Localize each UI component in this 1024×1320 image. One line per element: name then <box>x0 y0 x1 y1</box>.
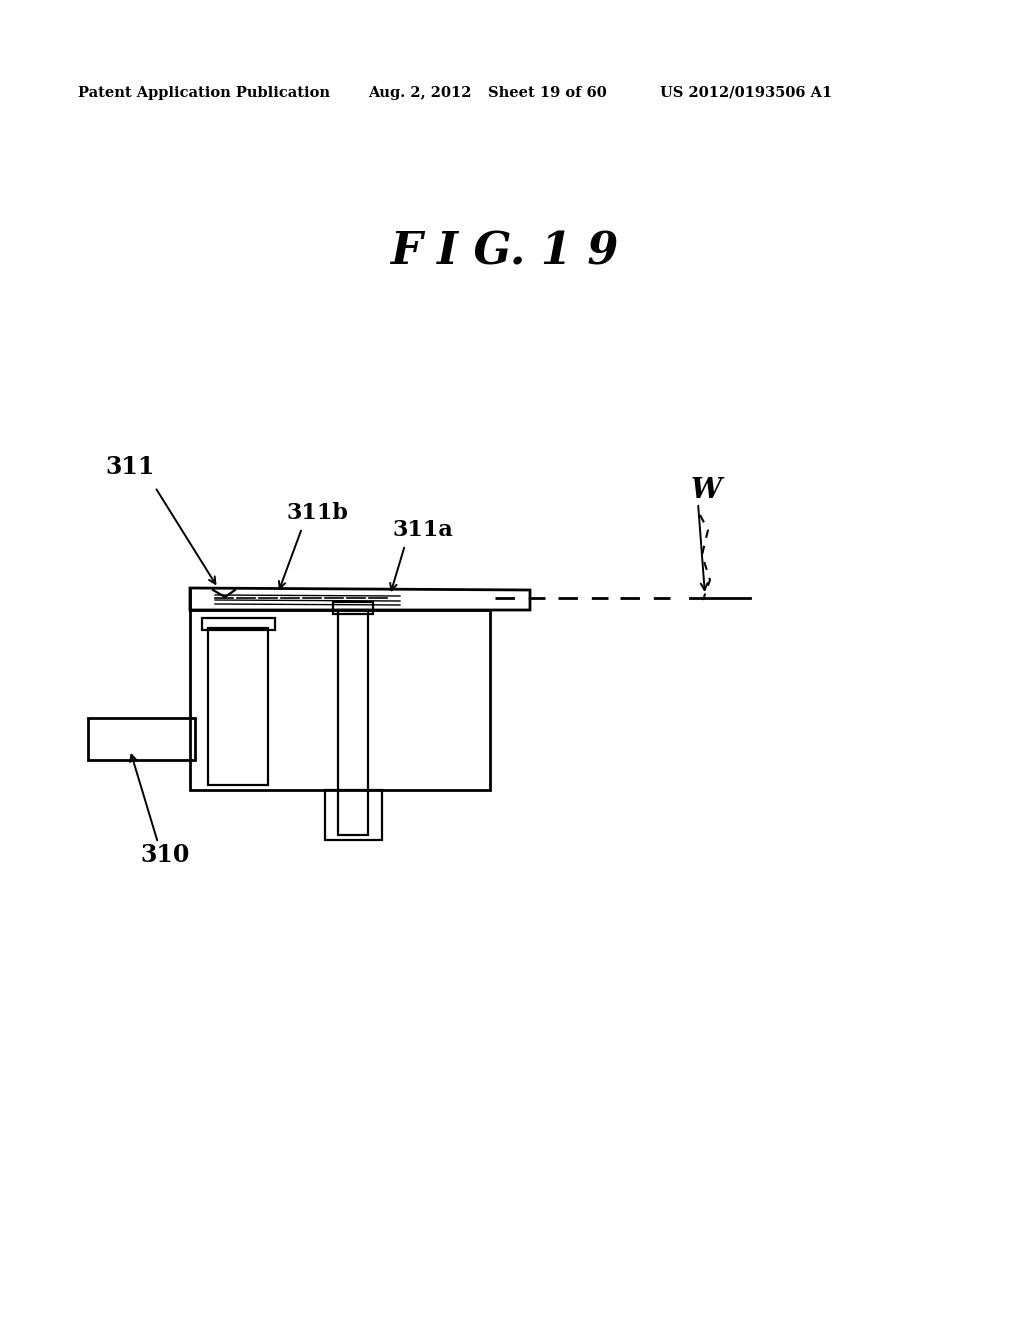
Text: Patent Application Publication: Patent Application Publication <box>78 86 330 100</box>
Text: 311a: 311a <box>393 519 454 541</box>
Text: Sheet 19 of 60: Sheet 19 of 60 <box>488 86 607 100</box>
Text: 311b: 311b <box>287 502 349 524</box>
Text: 311: 311 <box>105 455 155 479</box>
Text: 310: 310 <box>140 843 189 867</box>
Text: Aug. 2, 2012: Aug. 2, 2012 <box>368 86 471 100</box>
Text: W: W <box>691 477 722 503</box>
Text: F I G. 1 9: F I G. 1 9 <box>390 231 618 273</box>
Text: US 2012/0193506 A1: US 2012/0193506 A1 <box>660 86 833 100</box>
